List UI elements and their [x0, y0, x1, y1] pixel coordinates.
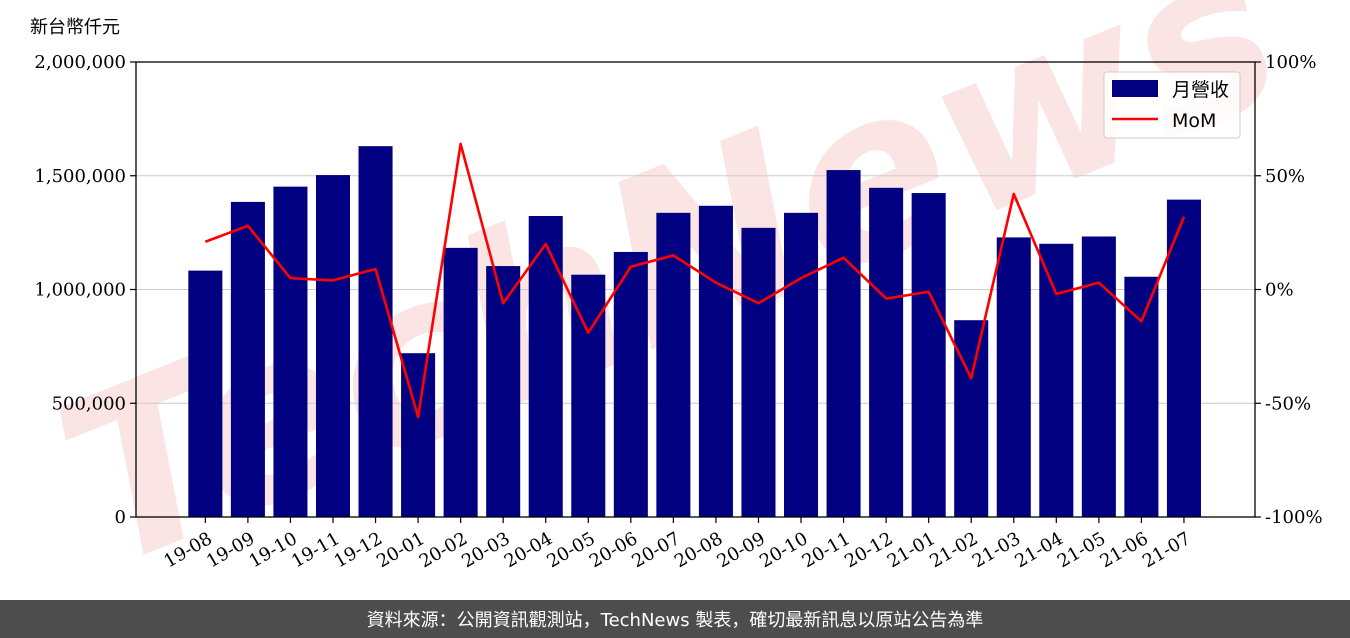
- revenue-bar: [571, 274, 606, 517]
- x-tick-label: 21-07: [1139, 528, 1194, 572]
- right-tick-label: 0%: [1265, 280, 1294, 301]
- x-tick-label: 21-06: [1096, 528, 1151, 572]
- x-tick-label: 20-09: [714, 528, 769, 572]
- left-tick-label: 1,500,000: [34, 166, 126, 187]
- source-note: 資料來源：公開資訊觀測站，TechNews 製表，確切最新訊息以原站公告為準: [366, 610, 984, 631]
- revenue-bar: [443, 247, 478, 517]
- revenue-bar: [230, 201, 265, 517]
- left-axis: 0 500,000 1,000,000 1,500,000 2,000,000: [34, 52, 136, 528]
- x-tick-label: 21-03: [969, 528, 1024, 572]
- x-tick-label: 20-06: [586, 528, 641, 572]
- revenue-bar: [273, 186, 308, 518]
- x-tick-label: 20-01: [373, 528, 428, 572]
- revenue-chart: TechNews 新台幣仟元 0500,0001,000,0001,500,00…: [27, 0, 1323, 600]
- right-tick-label: -100%: [1265, 507, 1323, 528]
- revenue-bar: [1166, 199, 1201, 517]
- revenue-bar: [315, 175, 351, 517]
- left-tick-label: 2,000,000: [34, 52, 126, 73]
- source-footer: 資料來源：公開資訊觀測站，TechNews 製表，確切最新訊息以原站公告為準: [0, 600, 1350, 638]
- revenue-bar: [358, 146, 393, 518]
- revenue-bar: [1124, 276, 1159, 517]
- revenue-bar: [996, 237, 1031, 517]
- x-tick-label: 21-02: [926, 528, 981, 572]
- legend: 月營收 MoM: [1103, 71, 1241, 139]
- right-tick-label: 100%: [1265, 52, 1316, 73]
- x-tick-label: 20-10: [756, 528, 811, 572]
- x-tick-label: 20-03: [458, 528, 513, 572]
- right-axis: -100% -50% 0% 50% 100%: [1255, 52, 1323, 528]
- x-tick-label: 20-05: [543, 528, 598, 572]
- left-tick-label: 500,000: [52, 393, 126, 414]
- x-tick-label: 21-01: [884, 528, 939, 572]
- left-axis-unit-label: 新台幣仟元: [30, 17, 120, 38]
- x-tick-label: 20-12: [841, 528, 896, 572]
- revenue-bar: [1039, 243, 1074, 517]
- revenue-bar: [1081, 236, 1116, 517]
- x-tick-label: 20-04: [501, 528, 556, 572]
- x-tick-label: 21-05: [1054, 528, 1109, 572]
- legend-line-label: MoM: [1172, 110, 1216, 132]
- revenue-bar: [826, 170, 861, 517]
- revenue-bar: [911, 193, 946, 518]
- x-tick-label: 20-08: [671, 528, 726, 572]
- x-tick-label: 21-04: [1011, 528, 1066, 572]
- revenue-bar: [188, 270, 223, 517]
- revenue-bar: [613, 251, 648, 517]
- mom-line: [204, 142, 1186, 419]
- revenue-bar: [741, 227, 776, 517]
- left-tick-label: 1,000,000: [34, 280, 126, 301]
- revenue-bar: [486, 266, 521, 517]
- legend-bar-swatch: [1112, 80, 1158, 97]
- revenue-bar: [869, 187, 904, 517]
- x-tick-label: 20-07: [628, 528, 683, 572]
- left-tick-label: 0: [115, 507, 126, 528]
- revenue-bar: [698, 205, 733, 517]
- legend-bar-label: 月營收: [1172, 79, 1229, 101]
- x-tick-label: 20-11: [799, 528, 854, 572]
- revenue-bar: [954, 320, 989, 517]
- right-tick-label: 50%: [1265, 166, 1305, 187]
- right-tick-label: -50%: [1265, 393, 1311, 414]
- x-tick-label: 20-02: [416, 528, 471, 572]
- revenue-bar: [783, 212, 819, 517]
